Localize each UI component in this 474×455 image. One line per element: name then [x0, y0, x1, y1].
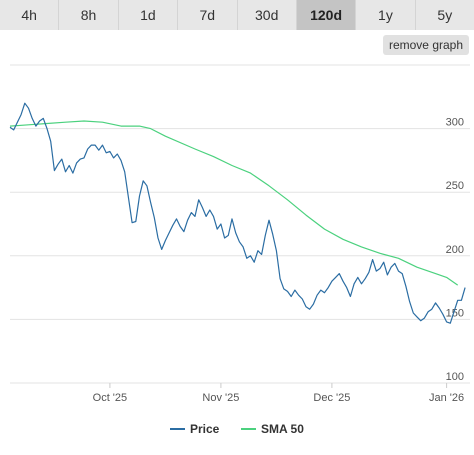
x-tick-label: Oct '25 [93, 392, 128, 404]
tab-1y[interactable]: 1y [356, 0, 416, 30]
tab-7d[interactable]: 7d [178, 0, 238, 30]
tab-4h[interactable]: 4h [0, 0, 60, 30]
x-tick-label: Jan '26 [429, 392, 464, 404]
tab-5y[interactable]: 5y [415, 0, 474, 30]
y-tick-label: 150 [446, 307, 464, 319]
series-lines [9, 102, 466, 324]
range-tabs: 4h 8h 1d 7d 30d 120d 1y 5y [0, 0, 474, 30]
y-axis-ticks: 100 150 200 250 300 [446, 117, 464, 383]
tab-8h[interactable]: 8h [59, 0, 119, 30]
y-tick-label: 100 [446, 371, 464, 383]
legend-sma-50[interactable]: SMA 50 [241, 422, 304, 436]
x-axis-ticks: Oct '25 Nov '25 Dec '25 Jan '26 [93, 383, 464, 404]
x-tick-label: Nov '25 [202, 392, 239, 404]
legend-price[interactable]: Price [170, 422, 220, 436]
tab-1d[interactable]: 1d [118, 0, 179, 30]
tab-120d[interactable]: 120d [296, 0, 357, 30]
price-line [9, 102, 466, 324]
x-tick-label: Dec '25 [313, 392, 350, 404]
legend-price-label: Price [190, 422, 220, 436]
sma-50-line [9, 120, 459, 286]
y-tick-label: 250 [446, 180, 464, 192]
grid-lines [10, 64, 470, 384]
y-tick-label: 300 [446, 117, 464, 129]
y-tick-label: 200 [446, 244, 464, 256]
remove-graph-button[interactable]: remove graph [383, 35, 469, 55]
chart-legend[interactable]: Price SMA 50 [170, 422, 304, 436]
legend-sma-50-label: SMA 50 [261, 422, 304, 436]
tab-30d[interactable]: 30d [237, 0, 297, 30]
